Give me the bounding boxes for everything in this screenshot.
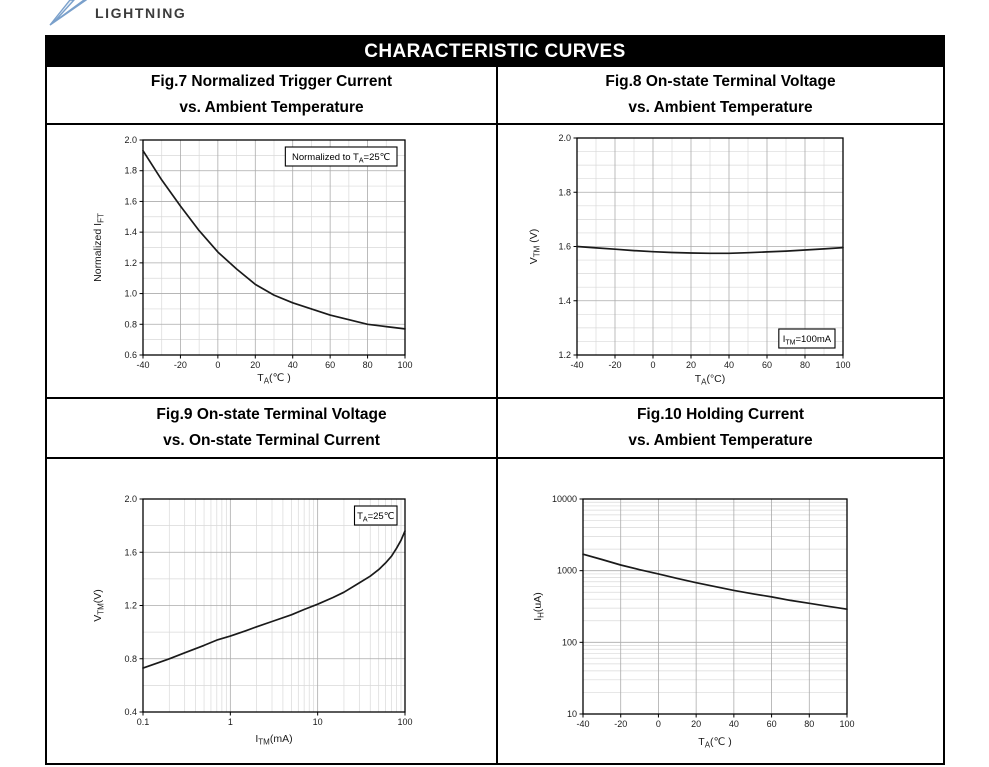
svg-text:10: 10 xyxy=(313,717,323,727)
svg-text:0.1: 0.1 xyxy=(137,717,150,727)
svg-text:Normalized to TA=25℃: Normalized to TA=25℃ xyxy=(292,152,391,165)
fig10-title-cell: Fig.10 Holding Current vs. Ambient Tempe… xyxy=(498,399,943,457)
fig7-title-line1: Fig.7 Normalized Trigger Current xyxy=(150,73,393,90)
svg-text:0.4: 0.4 xyxy=(124,707,137,717)
lightning-bolt-icon xyxy=(49,0,88,26)
svg-text:60: 60 xyxy=(767,719,777,729)
brand-logo: LIGHTNING xyxy=(46,0,186,26)
svg-text:1000: 1000 xyxy=(557,566,577,576)
svg-text:20: 20 xyxy=(691,719,701,729)
fig8-chart-cell: -40 -20 0 20 40 60 80 100 2.0 1.8 1.6 1.4 1.2 ITM=100… xyxy=(498,125,943,397)
fig7-chart-cell: -40 -20 0 20 40 60 80 100 2.0 1.8 1.6 1.4 1.2 1.0 0.8 0… xyxy=(47,125,498,397)
svg-text:2.0: 2.0 xyxy=(558,133,571,143)
svg-text:1.2: 1.2 xyxy=(124,258,137,268)
svg-text:0: 0 xyxy=(650,360,655,370)
svg-text:1.2: 1.2 xyxy=(558,350,571,360)
svg-text:40: 40 xyxy=(724,360,734,370)
svg-text:ITM(mA): ITM(mA) xyxy=(255,733,292,747)
svg-text:1.6: 1.6 xyxy=(124,196,137,206)
svg-text:0.8: 0.8 xyxy=(124,319,137,329)
fig10-title-line1: Fig.10 Holding Current xyxy=(636,406,805,423)
svg-text:100: 100 xyxy=(835,360,850,370)
svg-text:100: 100 xyxy=(397,360,412,370)
svg-text:TA=25℃: TA=25℃ xyxy=(357,511,395,524)
fig10-plot: -40 -20 0 20 40 60 80 100 10000 1000 100 10 TA(℃ ) IH… xyxy=(498,459,943,763)
fig8-title-line1: Fig.8 On-state Terminal Voltage xyxy=(605,73,836,90)
svg-text:1.4: 1.4 xyxy=(124,227,137,237)
fig9-chart-cell: 0.1 1 10 100 2.0 1.6 1.2 0.8 0.4 TA=25℃ ITM(mA) VTM… xyxy=(47,459,498,763)
svg-text:1.4: 1.4 xyxy=(558,296,571,306)
svg-text:TA(℃ ): TA(℃ ) xyxy=(257,372,290,386)
svg-text:80: 80 xyxy=(800,360,810,370)
brand-name: LIGHTNING xyxy=(95,5,187,21)
fig10-chart-cell: -40 -20 0 20 40 60 80 100 10000 1000 100 10 TA(℃ ) IH… xyxy=(498,459,943,763)
svg-text:20: 20 xyxy=(686,360,696,370)
fig9-title-line1: Fig.9 On-state Terminal Voltage xyxy=(156,406,387,423)
svg-text:IH(uA): IH(uA) xyxy=(532,592,546,621)
svg-text:20: 20 xyxy=(250,360,260,370)
svg-text:40: 40 xyxy=(288,360,298,370)
fig8-plot: -40 -20 0 20 40 60 80 100 2.0 1.8 1.6 1.4 1.2 ITM=100… xyxy=(498,125,943,397)
svg-text:100: 100 xyxy=(839,719,854,729)
fig10-title-line2: vs. Ambient Temperature xyxy=(628,432,813,449)
characteristic-curves-table: CHARACTERISTIC CURVES Fig.7 Normalized T… xyxy=(45,35,945,765)
svg-text:-40: -40 xyxy=(136,360,149,370)
fig7-plot: -40 -20 0 20 40 60 80 100 2.0 1.8 1.6 1.4 1.2 1.0 0.8 0… xyxy=(47,125,496,397)
fig8-title-line2: vs. Ambient Temperature xyxy=(628,99,813,116)
svg-text:VTM(V): VTM(V) xyxy=(92,589,106,622)
svg-text:10: 10 xyxy=(567,709,577,719)
svg-text:1.6: 1.6 xyxy=(558,242,571,252)
svg-text:-20: -20 xyxy=(174,360,187,370)
fig9-title-cell: Fig.9 On-state Terminal Voltage vs. On-s… xyxy=(47,399,498,457)
svg-text:ITM=100mA: ITM=100mA xyxy=(783,334,832,347)
svg-text:1.2: 1.2 xyxy=(124,601,137,611)
svg-text:1.8: 1.8 xyxy=(558,187,571,197)
svg-text:-20: -20 xyxy=(614,719,627,729)
svg-text:TA(°C): TA(°C) xyxy=(695,373,726,387)
fig9-title-line2: vs. On-state Terminal Current xyxy=(163,432,380,449)
fig9-plot: 0.1 1 10 100 2.0 1.6 1.2 0.8 0.4 TA=25℃ ITM(mA) VTM… xyxy=(47,459,496,763)
svg-text:0.8: 0.8 xyxy=(124,654,137,664)
title-row-2: Fig.9 On-state Terminal Voltage vs. On-s… xyxy=(47,399,943,459)
svg-text:10000: 10000 xyxy=(552,494,577,504)
svg-text:100: 100 xyxy=(397,717,412,727)
fig8-title-cell: Fig.8 On-state Terminal Voltage vs. Ambi… xyxy=(498,67,943,123)
svg-text:80: 80 xyxy=(363,360,373,370)
fig7-title-line2: vs. Ambient Temperature xyxy=(179,99,364,116)
section-header-bar: CHARACTERISTIC CURVES xyxy=(47,37,943,67)
svg-text:80: 80 xyxy=(804,719,814,729)
chart-row-1: -40 -20 0 20 40 60 80 100 2.0 1.8 1.6 1.4 1.2 1.0 0.8 0… xyxy=(47,125,943,399)
svg-text:-40: -40 xyxy=(570,360,583,370)
svg-text:60: 60 xyxy=(762,360,772,370)
svg-text:VTM (V): VTM (V) xyxy=(528,229,542,265)
svg-text:-20: -20 xyxy=(608,360,621,370)
chart-row-2: 0.1 1 10 100 2.0 1.6 1.2 0.8 0.4 TA=25℃ ITM(mA) VTM… xyxy=(47,459,943,763)
svg-text:100: 100 xyxy=(562,637,577,647)
fig7-title-cell: Fig.7 Normalized Trigger Current vs. Amb… xyxy=(47,67,498,123)
svg-text:2.0: 2.0 xyxy=(124,494,137,504)
svg-text:1: 1 xyxy=(228,717,233,727)
svg-text:1.6: 1.6 xyxy=(124,547,137,557)
svg-text:0.6: 0.6 xyxy=(124,350,137,360)
section-header-title: CHARACTERISTIC CURVES xyxy=(364,41,626,62)
svg-text:TA(℃ ): TA(℃ ) xyxy=(698,736,731,750)
svg-text:0: 0 xyxy=(656,719,661,729)
svg-text:60: 60 xyxy=(325,360,335,370)
svg-text:1.8: 1.8 xyxy=(124,166,137,176)
svg-text:1.0: 1.0 xyxy=(124,289,137,299)
svg-text:-40: -40 xyxy=(576,719,589,729)
svg-text:Normalized IFT: Normalized IFT xyxy=(92,213,106,282)
svg-text:0: 0 xyxy=(215,360,220,370)
title-row-1: Fig.7 Normalized Trigger Current vs. Amb… xyxy=(47,67,943,125)
svg-text:40: 40 xyxy=(729,719,739,729)
svg-text:2.0: 2.0 xyxy=(124,135,137,145)
